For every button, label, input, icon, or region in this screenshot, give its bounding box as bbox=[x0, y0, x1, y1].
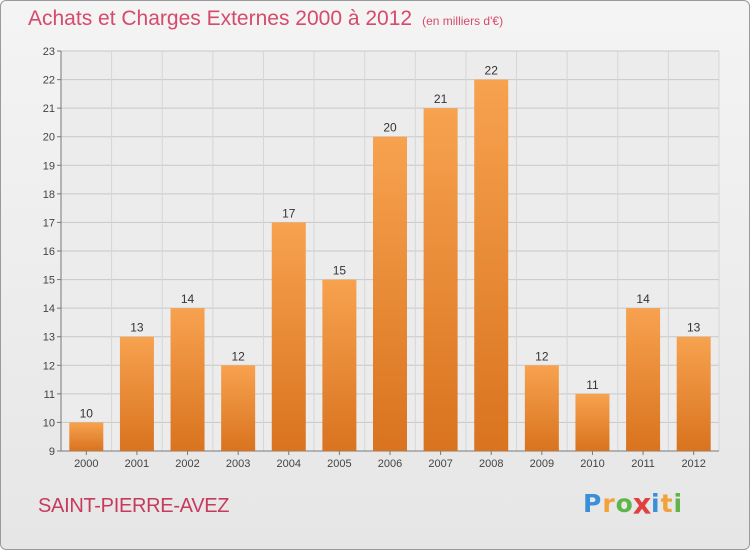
x-tick-label: 2004 bbox=[277, 458, 301, 470]
logo-letter: i bbox=[673, 489, 684, 518]
bar bbox=[474, 79, 509, 452]
chart-title-text: Achats et Charges Externes 2000 à 2012 bbox=[28, 7, 413, 30]
bar-value-label: 20 bbox=[383, 121, 397, 135]
logo-letter: o bbox=[615, 489, 634, 518]
logo-letter: r bbox=[602, 489, 616, 518]
bar bbox=[271, 222, 306, 451]
y-tick-label: 22 bbox=[43, 75, 55, 87]
x-tick-label: 2007 bbox=[428, 458, 452, 470]
y-tick-label: 14 bbox=[43, 303, 55, 315]
bar-value-label: 22 bbox=[485, 64, 499, 78]
y-tick-label: 23 bbox=[43, 46, 55, 58]
y-tick-label: 9 bbox=[49, 446, 55, 458]
logo-letter: x bbox=[632, 486, 653, 521]
bar-value-label: 17 bbox=[282, 206, 296, 220]
y-tick-label: 11 bbox=[44, 389, 55, 401]
bar-value-label: 14 bbox=[181, 292, 195, 306]
bar bbox=[170, 308, 205, 451]
bar-value-label: 13 bbox=[687, 321, 701, 335]
bar bbox=[221, 365, 256, 451]
x-tick-label: 2006 bbox=[378, 458, 402, 470]
x-tick-label: 2003 bbox=[226, 458, 250, 470]
x-tick-label: 2009 bbox=[530, 458, 554, 470]
bar bbox=[626, 308, 661, 451]
location-name: SAINT-PIERRE-AVEZ bbox=[38, 495, 230, 517]
x-tick-label: 2001 bbox=[125, 458, 149, 470]
chart-title: Achats et Charges Externes 2000 à 2012 (e… bbox=[28, 7, 503, 31]
bar bbox=[373, 136, 407, 451]
bar bbox=[322, 279, 357, 451]
x-tick-label: 2010 bbox=[580, 458, 604, 470]
bar bbox=[676, 336, 711, 451]
bar bbox=[119, 336, 154, 451]
y-tick-label: 21 bbox=[43, 103, 55, 115]
bar-value-label: 21 bbox=[434, 92, 448, 106]
x-tick-label: 2008 bbox=[479, 458, 503, 470]
y-tick-label: 15 bbox=[43, 275, 55, 287]
proxiti-logo: Proxiti bbox=[583, 486, 684, 521]
x-tick-label: 2012 bbox=[681, 458, 705, 470]
x-tick-label: 2011 bbox=[631, 458, 655, 470]
logo-letter: i bbox=[651, 489, 661, 518]
bar bbox=[524, 365, 559, 451]
y-tick-label: 16 bbox=[43, 246, 55, 258]
y-tick-label: 19 bbox=[43, 160, 55, 172]
bar bbox=[575, 393, 610, 451]
y-tick-label: 17 bbox=[43, 217, 55, 229]
bar bbox=[423, 108, 458, 452]
bar-value-label: 15 bbox=[333, 264, 347, 278]
logo-letter: P bbox=[583, 489, 603, 518]
y-tick-label: 18 bbox=[43, 189, 55, 201]
bar bbox=[69, 422, 104, 451]
chart-subtitle: (en milliers d'€) bbox=[422, 14, 504, 28]
y-tick-label: 10 bbox=[43, 417, 55, 429]
x-tick-label: 2002 bbox=[175, 458, 199, 470]
y-tick-label: 12 bbox=[43, 360, 55, 372]
y-tick-label: 20 bbox=[43, 132, 55, 144]
bar-value-label: 12 bbox=[535, 349, 549, 363]
bar-value-label: 12 bbox=[231, 349, 245, 363]
bar-value-label: 11 bbox=[586, 378, 599, 392]
x-tick-label: 2005 bbox=[327, 458, 351, 470]
logo-letter: t bbox=[660, 489, 674, 518]
x-tick-label: 2000 bbox=[74, 458, 98, 470]
bar-value-label: 14 bbox=[636, 292, 650, 306]
bar-value-label: 13 bbox=[130, 321, 144, 335]
bar-value-label: 10 bbox=[80, 406, 94, 420]
y-tick-label: 13 bbox=[43, 332, 55, 344]
